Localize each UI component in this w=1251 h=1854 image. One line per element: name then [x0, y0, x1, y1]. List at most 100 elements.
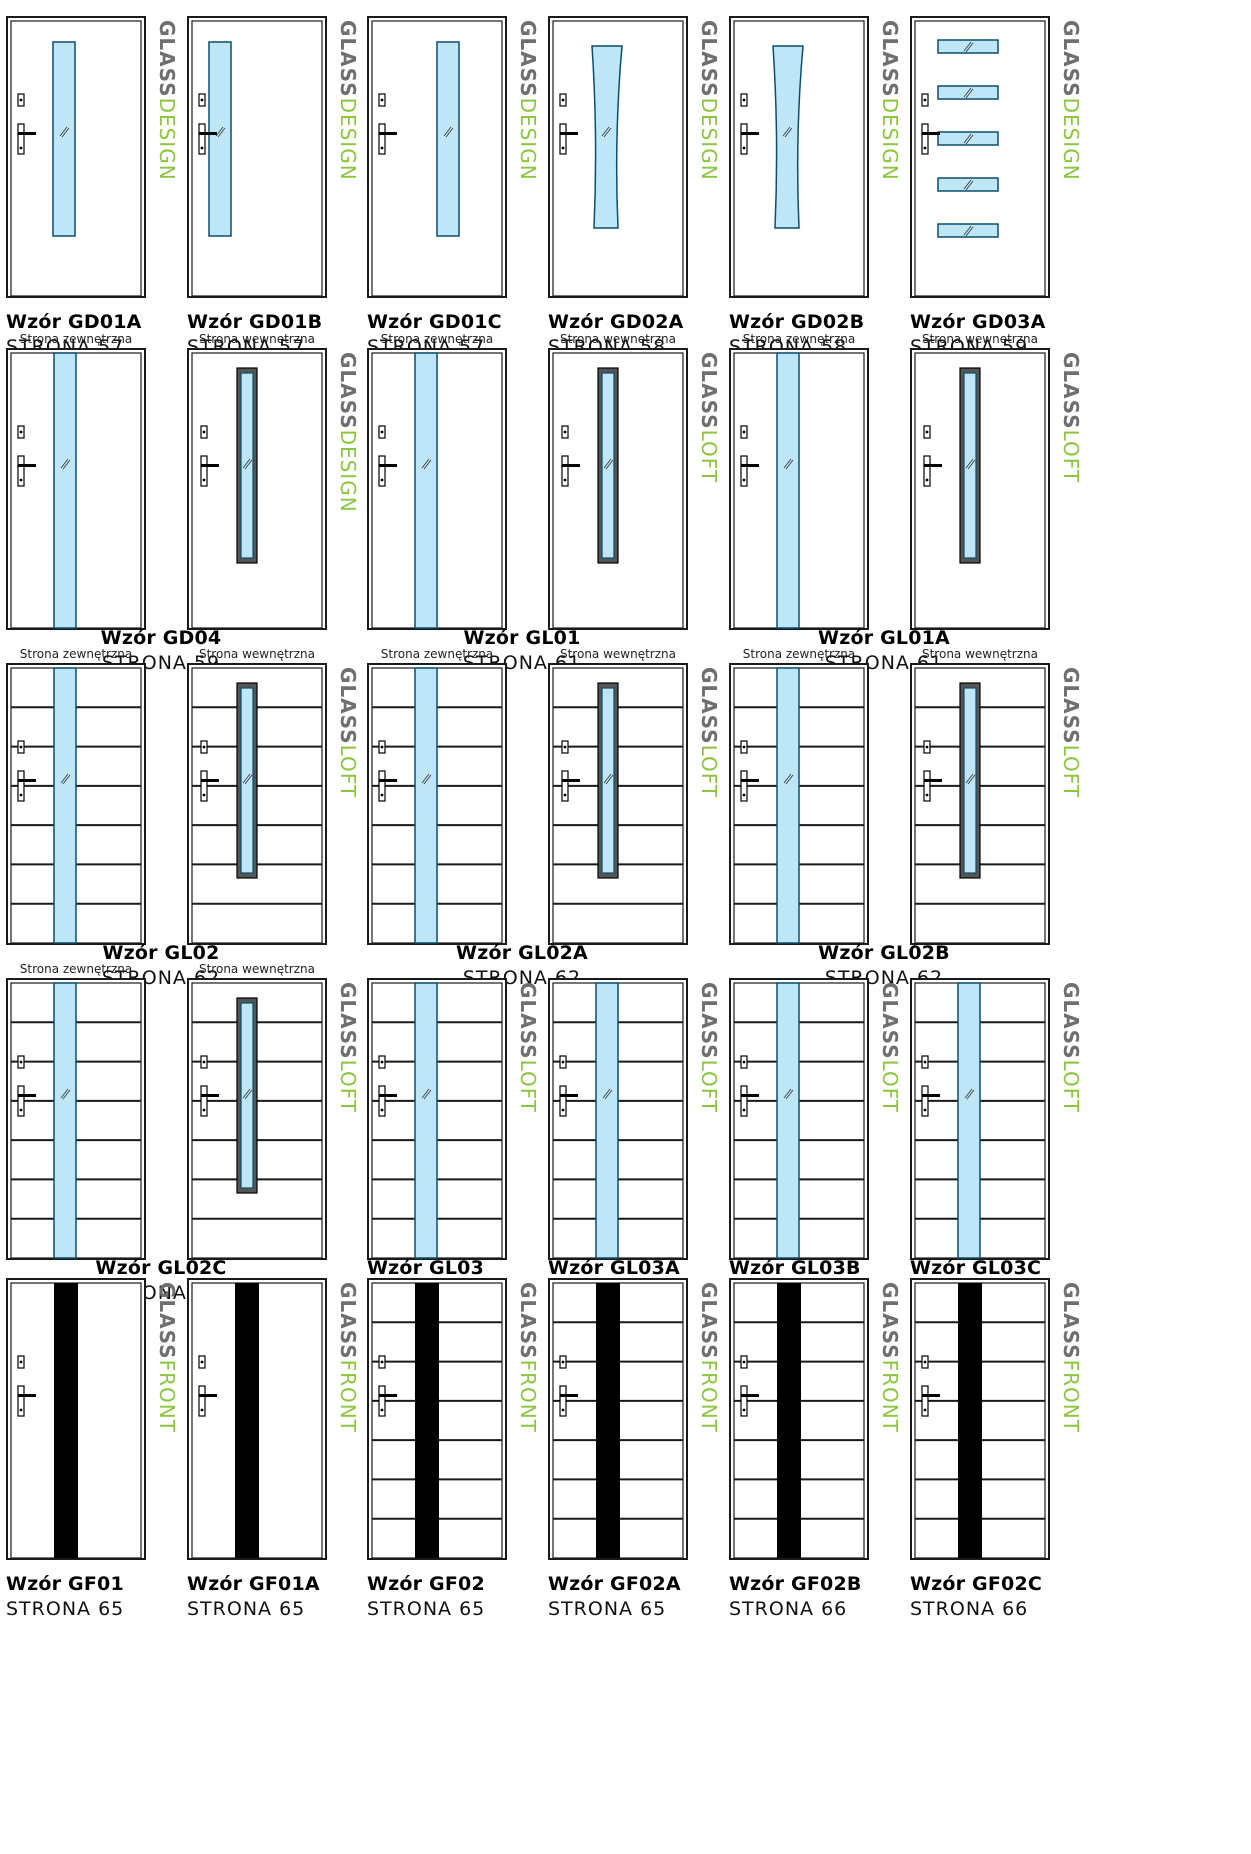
svg-text:GLASSFRONT: GLASSFRONT: [1059, 1282, 1083, 1433]
door-drawing-3: GLASSDESIGN: [548, 16, 724, 306]
model-title: Wzór GL03C: [910, 1257, 1042, 1279]
door-drawing-14: [367, 663, 543, 953]
model-title: Wzór GF02B: [729, 1573, 862, 1595]
brand-logo-glassloft: GLASSLOFT: [1059, 352, 1083, 483]
model-page: STRONA 65: [187, 1598, 306, 1620]
door-drawing-29: GLASSFRONT: [910, 1278, 1086, 1568]
label-outside: Strona zewnętrzna: [380, 332, 494, 346]
door-drawing-2: GLASSDESIGN: [367, 16, 543, 306]
model-title: Wzór GL01: [463, 627, 581, 649]
svg-text:GLASSDESIGN: GLASSDESIGN: [1059, 20, 1083, 181]
door-drawing-28: GLASSFRONT: [729, 1278, 905, 1568]
door-illustration: [548, 1278, 688, 1560]
brand-logo-glassdesign: GLASSDESIGN: [697, 20, 721, 181]
svg-text:GLASSLOFT: GLASSLOFT: [336, 667, 360, 798]
model-title: Wzór GL02C: [95, 1257, 227, 1279]
door-illustration: [729, 978, 869, 1260]
model-page: STRONA 65: [367, 1598, 486, 1620]
model-page: STRONA 65: [6, 1598, 125, 1620]
svg-text:GLASSLOFT: GLASSLOFT: [878, 982, 902, 1113]
door-illustration: [187, 663, 327, 945]
door-drawing-23: GLASSLOFT: [910, 978, 1086, 1268]
door-drawing-27: GLASSFRONT: [548, 1278, 724, 1568]
door-illustration: [187, 1278, 327, 1560]
svg-text:GLASSLOFT: GLASSLOFT: [697, 667, 721, 798]
door-drawing-15: GLASSLOFT: [548, 663, 724, 953]
brand-logo-glassfront: GLASSFRONT: [336, 1282, 360, 1433]
door-illustration: [6, 978, 146, 1260]
door-illustration: [367, 348, 507, 630]
brand-logo-glassfront: GLASSFRONT: [155, 1282, 179, 1433]
model-title: Wzór GF02: [367, 1573, 485, 1595]
door-drawing-10: [729, 348, 905, 638]
door-illustration: [548, 663, 688, 945]
door-drawing-11: GLASSLOFT: [910, 348, 1086, 638]
door-illustration: [6, 1278, 146, 1560]
door-drawing-0: GLASSDESIGN: [6, 16, 182, 306]
brand-logo-glassdesign: GLASSDESIGN: [336, 352, 360, 513]
model-title: Wzór GF02C: [910, 1573, 1043, 1595]
door-illustration: [187, 348, 327, 630]
label-inside: Strona wewnętrzna: [559, 647, 676, 661]
label-inside: Strona wewnętrzna: [198, 332, 315, 346]
brand-logo-glassloft: GLASSLOFT: [697, 667, 721, 798]
door-illustration: [6, 663, 146, 945]
door-drawing-5: GLASSDESIGN: [910, 16, 1086, 306]
model-title: Wzór GF02A: [548, 1573, 681, 1595]
svg-text:GLASSLOFT: GLASSLOFT: [1059, 667, 1083, 798]
brand-logo-glassloft: GLASSLOFT: [878, 982, 902, 1113]
door-illustration: [6, 16, 146, 298]
svg-text:GLASSLOFT: GLASSLOFT: [336, 982, 360, 1113]
door-illustration: [910, 16, 1050, 298]
door-drawing-26: GLASSFRONT: [367, 1278, 543, 1568]
model-title: Wzór GF01: [6, 1573, 124, 1595]
brand-logo-glassfront: GLASSFRONT: [878, 1282, 902, 1433]
svg-text:GLASSFRONT: GLASSFRONT: [155, 1282, 179, 1433]
brand-logo-glassfront: GLASSFRONT: [516, 1282, 540, 1433]
svg-text:GLASSFRONT: GLASSFRONT: [516, 1282, 540, 1433]
door-drawing-19: GLASSLOFT: [187, 978, 363, 1268]
label-outside: Strona zewnętrzna: [380, 647, 494, 661]
label-inside: Strona wewnętrzna: [559, 332, 676, 346]
brand-logo-glassloft: GLASSLOFT: [336, 667, 360, 798]
model-title: Wzór GD03A: [910, 311, 1046, 333]
label-outside: Strona zewnętrzna: [19, 962, 133, 976]
model-title: Wzór GD04: [100, 627, 222, 649]
model-title: Wzór GD01A: [6, 311, 142, 333]
door-drawing-7: GLASSDESIGN: [187, 348, 363, 638]
door-illustration: [548, 348, 688, 630]
model-title: Wzór GF01A: [187, 1573, 320, 1595]
door-illustration: [367, 663, 507, 945]
door-drawing-6: [6, 348, 182, 638]
door-illustration: [187, 978, 327, 1260]
svg-text:GLASSLOFT: GLASSLOFT: [697, 352, 721, 483]
door-drawing-20: GLASSLOFT: [367, 978, 543, 1268]
model-title: Wzór GL03A: [548, 1257, 680, 1279]
brand-logo-glassfront: GLASSFRONT: [697, 1282, 721, 1433]
door-drawing-8: [367, 348, 543, 638]
door-illustration: [6, 348, 146, 630]
model-page: STRONA 65: [548, 1598, 667, 1620]
door-illustration: [367, 16, 507, 298]
label-inside: Strona wewnętrzna: [921, 647, 1038, 661]
brand-logo-glassloft: GLASSLOFT: [1059, 667, 1083, 798]
svg-text:GLASSFRONT: GLASSFRONT: [697, 1282, 721, 1433]
svg-text:GLASSDESIGN: GLASSDESIGN: [155, 20, 179, 181]
brand-logo-glassloft: GLASSLOFT: [336, 982, 360, 1113]
model-title: Wzór GL02A: [456, 942, 588, 964]
model-title: Wzór GD02A: [548, 311, 684, 333]
door-illustration: [910, 348, 1050, 630]
door-drawing-24: GLASSFRONT: [6, 1278, 182, 1568]
brand-logo-glassdesign: GLASSDESIGN: [155, 20, 179, 181]
door-drawing-13: GLASSLOFT: [187, 663, 363, 953]
door-illustration: [729, 16, 869, 298]
label-inside: Strona wewnętrzna: [198, 962, 315, 976]
door-drawing-22: GLASSLOFT: [729, 978, 905, 1268]
svg-text:GLASSDESIGN: GLASSDESIGN: [697, 20, 721, 181]
door-illustration: [910, 663, 1050, 945]
model-title: Wzór GL02: [102, 942, 220, 964]
svg-text:GLASSLOFT: GLASSLOFT: [697, 982, 721, 1113]
label-outside: Strona zewnętrzna: [742, 332, 856, 346]
door-illustration: [548, 978, 688, 1260]
svg-text:GLASSFRONT: GLASSFRONT: [878, 1282, 902, 1433]
